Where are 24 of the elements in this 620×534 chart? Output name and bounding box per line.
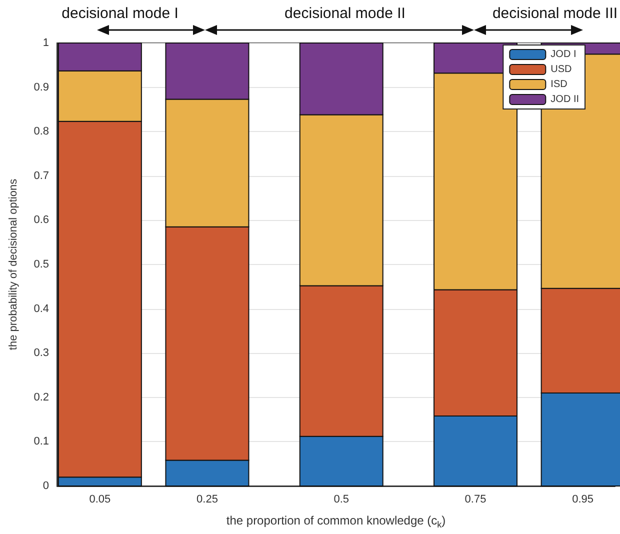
legend-label: JOD I	[550, 49, 576, 60]
y-tick-label: 0.3	[34, 347, 49, 360]
x-tick-label: 0.05	[89, 494, 111, 506]
x-tick-label: 0.95	[572, 494, 594, 506]
legend-label: ISD	[550, 79, 568, 90]
text: decisional mode I	[62, 5, 178, 22]
legend-label: JOD II	[550, 94, 580, 105]
y-tick-label: 0.8	[34, 126, 49, 138]
y-tick-label: 0.7	[34, 170, 49, 182]
y-tick-label: 1	[42, 37, 49, 49]
text: decisional mode III	[492, 5, 618, 22]
y-tick-label: 0.9	[34, 81, 49, 94]
y-tick-label: 0.5	[34, 258, 49, 270]
y-tick-label: 0	[42, 480, 49, 492]
x-tick-label: 0.25	[196, 494, 218, 506]
y-tick-label: 0.6	[34, 214, 49, 226]
legend-label: USD	[550, 64, 572, 75]
y-tick-label: 0.2	[34, 391, 49, 404]
y-tick-label: 0.4	[34, 302, 49, 315]
text: decisional mode II	[284, 5, 406, 22]
y-axis-title: the probability of decisional options	[8, 178, 20, 350]
x-tick-label: 0.5	[334, 494, 350, 506]
x-tick-label: 0.75	[464, 494, 486, 506]
y-tick-label: 0.1	[34, 436, 49, 448]
